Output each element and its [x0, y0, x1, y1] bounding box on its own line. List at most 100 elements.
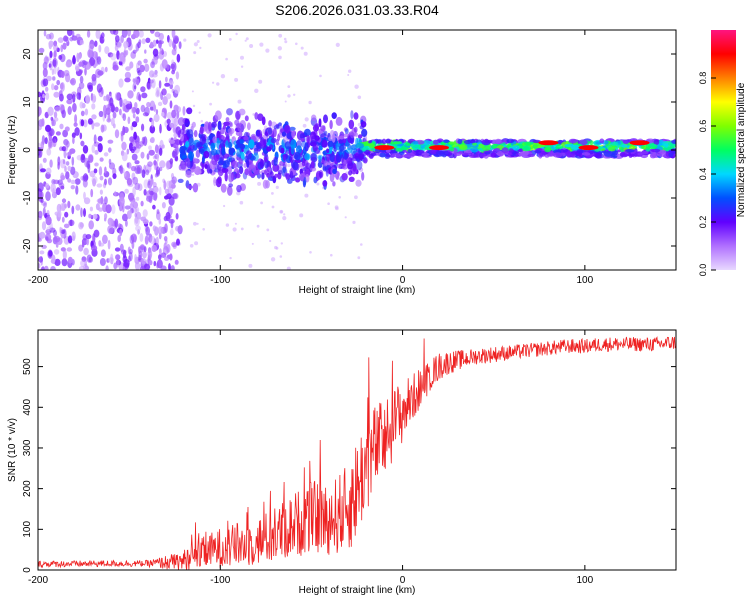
spectrogram-blob [135, 206, 140, 214]
spectrogram-blob [221, 122, 224, 125]
spectrogram-blob [256, 224, 260, 228]
spectrogram-blob [192, 104, 196, 108]
spectrogram-blob [58, 54, 63, 60]
spectrogram-blob [192, 182, 199, 193]
spectrogram-blob [175, 213, 179, 220]
spectrogram-blob [114, 44, 119, 52]
spectrogram-blob [223, 204, 226, 208]
spectrogram-blob [177, 225, 183, 235]
spectrogram-blob [174, 37, 179, 45]
spectrogram-blob [56, 203, 62, 213]
spectrogram-blob [114, 129, 120, 139]
spectrogram-blob [77, 69, 84, 74]
spectrogram-blob [71, 231, 76, 241]
spectrogram-blob [135, 78, 140, 86]
spectrogram-blob [78, 221, 84, 230]
spectrogram-blob [210, 142, 216, 151]
spectrogram-blob [125, 219, 128, 227]
spectrogram-blob [79, 132, 83, 140]
spectrogram-blob [469, 139, 476, 144]
spectrogram-blob [219, 127, 225, 135]
spectrogram-blob [357, 256, 361, 260]
spectrogram-blob [132, 82, 137, 92]
spectrogram-blob [85, 94, 91, 105]
spectrogram-blob [107, 217, 114, 226]
spectrogram-blob [134, 182, 141, 191]
spectrogram-blob [236, 147, 242, 158]
spectrogram-blob [244, 168, 249, 176]
spectrogram-blob [83, 197, 91, 205]
spectrogram-blob [323, 114, 328, 124]
spectrogram-blob [45, 124, 51, 132]
spectrogram-blob [164, 256, 170, 261]
spectrogram-blob [135, 107, 140, 115]
spectrogram-blob [261, 172, 265, 180]
spectrogram-blob [38, 47, 45, 54]
spectrogram-blob [173, 133, 178, 138]
spectrogram-blob [175, 71, 180, 80]
spectrogram-blob [141, 38, 146, 45]
spectrogram-blob [493, 148, 501, 152]
spectrogram-blob [84, 67, 87, 76]
spectrogram-blob [138, 30, 144, 38]
spectrogram-blob [312, 144, 318, 152]
spectrogram-blob [340, 153, 344, 163]
spectrogram-blob [375, 139, 384, 144]
spectrogram-blob [217, 176, 222, 184]
spectrogram-blob [283, 213, 286, 216]
spectrogram-blob [512, 145, 520, 151]
spectrogram-blob [38, 91, 42, 98]
spectrogram-blob [71, 30, 75, 37]
spectrogram-blob [149, 221, 153, 227]
spectrogram-blob [91, 176, 98, 184]
colorbar-gradient [711, 30, 736, 270]
spectrogram-blob [259, 158, 264, 169]
spectrogram-blob [166, 112, 173, 119]
y-tick-label: 10 [22, 96, 33, 108]
spectrogram-blob [220, 74, 226, 79]
spectrogram-blob [145, 37, 151, 43]
spectrogram-blob [121, 30, 128, 38]
spectrogram-blob [329, 153, 336, 163]
spectrogram-blob [153, 104, 157, 112]
spectrogram-blob [448, 141, 455, 145]
spectrogram-blob [40, 197, 44, 203]
spectrogram-blob [284, 124, 291, 134]
spectrogram-blob [107, 139, 114, 144]
spectrogram-blob [274, 173, 279, 178]
spectrogram-blob [174, 84, 181, 94]
spectrogram-blob [112, 173, 117, 180]
spectrogram-blob [277, 170, 283, 175]
spectrogram-blob [119, 167, 125, 174]
spectrogram-blob [117, 235, 121, 242]
spectrogram-blob [292, 161, 299, 171]
spectrogram-blob [159, 160, 166, 169]
spectrogram-blob [142, 219, 149, 225]
spectrogram-blob [88, 154, 94, 163]
spectrogram-blob [58, 104, 65, 111]
spectrogram-blob [59, 93, 64, 102]
spectrogram-blob [69, 219, 73, 227]
spectrogram-blob [60, 44, 63, 53]
spectrogram-blob [257, 181, 262, 186]
spectrogram-blob [122, 213, 128, 222]
spectrogram-blob [254, 88, 259, 94]
spectrogram-blob [114, 218, 119, 228]
spectrogram-blob [135, 225, 141, 232]
spectrogram-blob [104, 196, 108, 205]
spectrogram-blob [83, 191, 86, 200]
spectrogram-blob [108, 147, 112, 153]
spectrogram-blob [53, 249, 60, 255]
spectrogram-blob [222, 163, 228, 169]
spectrogram-blob [44, 265, 49, 270]
spectrogram-blob [322, 180, 328, 187]
spectrogram-blob [166, 93, 172, 100]
spectrogram-blob [193, 221, 197, 226]
spectrogram-blob [79, 222, 85, 228]
spectrogram-blob [407, 148, 413, 154]
spectrogram-blob [316, 182, 320, 186]
spectrogram-blob [156, 209, 160, 215]
spectrogram-blob [140, 86, 146, 93]
spectrogram-blob [44, 137, 48, 145]
spectrogram-blob [57, 210, 62, 218]
